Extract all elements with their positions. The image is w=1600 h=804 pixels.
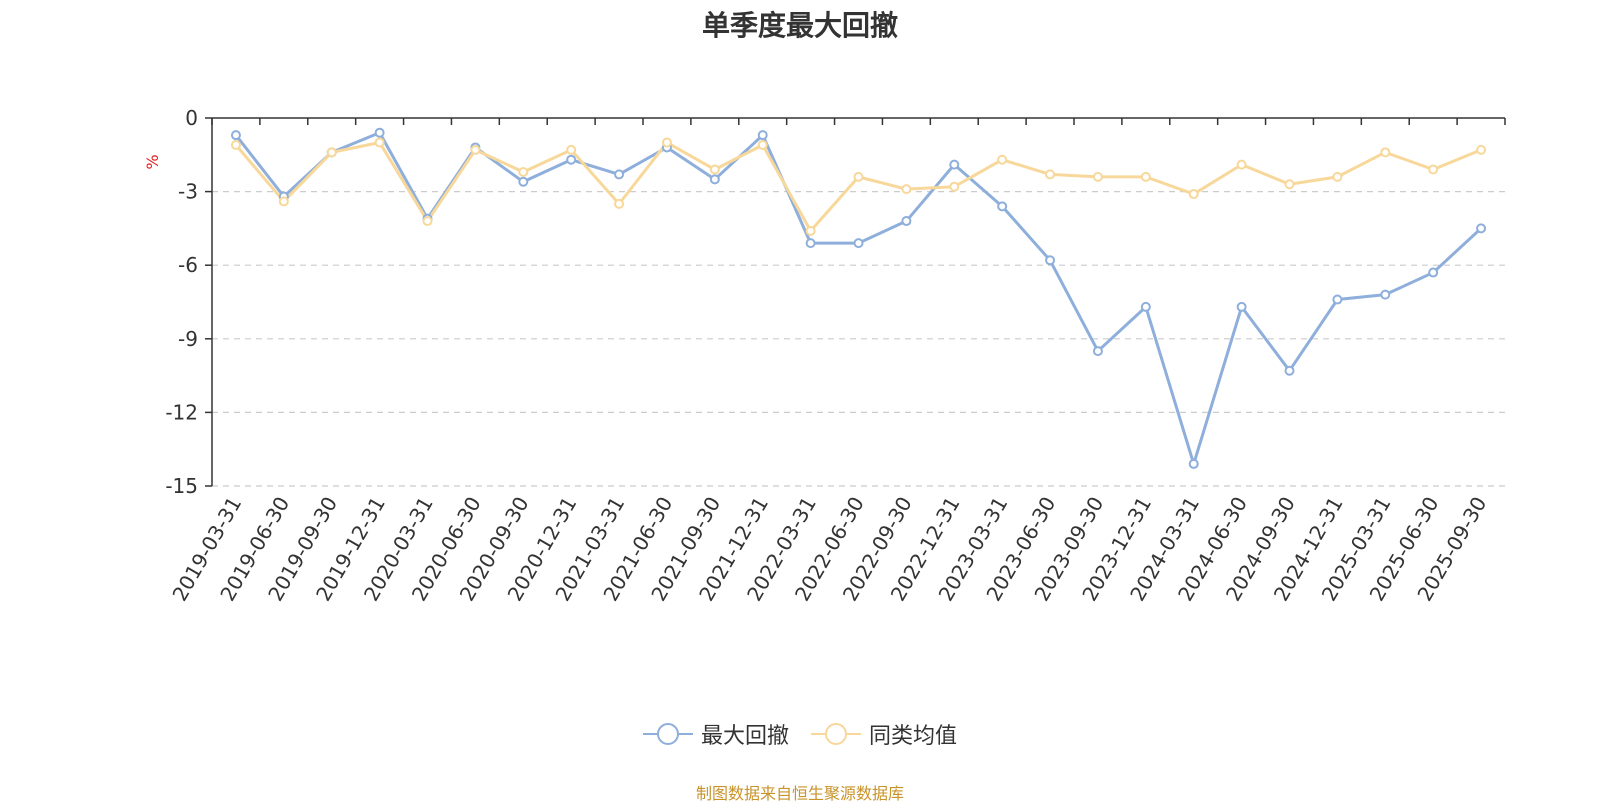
data-point[interactable]	[661, 137, 672, 148]
data-point[interactable]	[566, 144, 577, 155]
data-point[interactable]	[1140, 301, 1151, 312]
data-point[interactable]	[757, 130, 768, 141]
y-axis-title: %	[143, 154, 162, 169]
data-point[interactable]	[853, 238, 864, 249]
data-point[interactable]	[997, 201, 1008, 212]
data-point[interactable]	[709, 164, 720, 175]
y-tick-label: -15	[165, 474, 198, 498]
data-point[interactable]	[374, 137, 385, 148]
y-tick-label: -3	[178, 180, 198, 204]
data-point[interactable]	[1045, 255, 1056, 266]
data-point[interactable]	[518, 176, 529, 187]
data-point[interactable]	[1380, 289, 1391, 300]
data-point[interactable]	[805, 238, 816, 249]
data-point[interactable]	[230, 139, 241, 150]
data-point[interactable]	[374, 127, 385, 138]
legend-item-peer-average[interactable]: 同类均值	[811, 718, 957, 750]
data-point[interactable]	[1188, 189, 1199, 200]
data-point[interactable]	[949, 159, 960, 170]
data-point[interactable]	[1284, 179, 1295, 190]
data-point[interactable]	[230, 130, 241, 141]
legend-label: 最大回撤	[700, 724, 789, 749]
data-point[interactable]	[1332, 294, 1343, 305]
series-lines	[230, 127, 1487, 469]
data-point[interactable]	[1428, 267, 1439, 278]
data-point[interactable]	[1476, 144, 1487, 155]
legend-label: 同类均值	[869, 724, 958, 749]
data-point[interactable]	[566, 154, 577, 165]
y-tick-label: 0	[185, 106, 198, 130]
data-point[interactable]	[757, 139, 768, 150]
data-point[interactable]	[1236, 301, 1247, 312]
data-point[interactable]	[853, 171, 864, 182]
data-point[interactable]	[997, 154, 1008, 165]
data-point[interactable]	[1140, 171, 1151, 182]
data-point[interactable]	[901, 184, 912, 195]
data-point[interactable]	[614, 169, 625, 180]
y-tick-label: -6	[178, 253, 198, 277]
data-point[interactable]	[1092, 171, 1103, 182]
data-point[interactable]	[422, 216, 433, 227]
data-point[interactable]	[709, 174, 720, 185]
data-point[interactable]	[1188, 458, 1199, 469]
data-point[interactable]	[949, 181, 960, 192]
legend-line-circle-icon	[642, 723, 693, 745]
y-tick-label: -9	[178, 327, 198, 351]
data-point[interactable]	[1428, 164, 1439, 175]
data-point[interactable]	[1236, 159, 1247, 170]
data-point[interactable]	[278, 196, 289, 207]
legend: 最大回撤 同类均值	[0, 718, 1600, 750]
data-point[interactable]	[326, 147, 337, 158]
data-point[interactable]	[1332, 171, 1343, 182]
data-point[interactable]	[1284, 365, 1295, 376]
legend-item-max-drawdown[interactable]: 最大回撤	[642, 718, 789, 750]
data-point[interactable]	[1380, 147, 1391, 158]
chart-title: 单季度最大回撤	[701, 9, 898, 42]
data-point[interactable]	[1045, 169, 1056, 180]
line-chart: 0-3-6-9-12-152019-03-312019-06-302019-09…	[143, 106, 1506, 605]
data-point[interactable]	[805, 225, 816, 236]
data-point[interactable]	[1092, 346, 1103, 357]
data-point[interactable]	[1476, 223, 1487, 234]
data-point[interactable]	[518, 166, 529, 177]
source-note: 制图数据来自恒生聚源数据库	[695, 784, 904, 803]
legend-line-circle-icon	[811, 723, 861, 745]
data-point[interactable]	[901, 216, 912, 227]
data-point[interactable]	[470, 144, 481, 155]
data-point[interactable]	[614, 198, 625, 209]
y-tick-label: -12	[165, 400, 198, 424]
